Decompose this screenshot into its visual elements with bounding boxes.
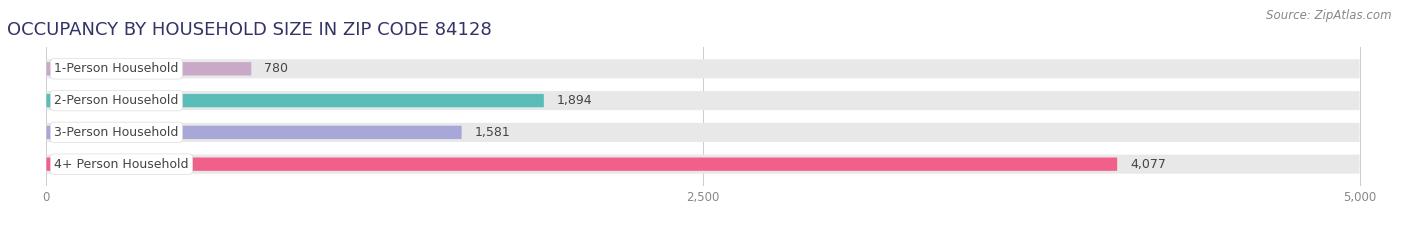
FancyBboxPatch shape <box>46 158 1118 171</box>
FancyBboxPatch shape <box>46 94 544 107</box>
FancyBboxPatch shape <box>46 91 1360 110</box>
Text: 780: 780 <box>264 62 288 75</box>
Text: 4,077: 4,077 <box>1130 158 1166 171</box>
FancyBboxPatch shape <box>46 59 1360 78</box>
Text: 3-Person Household: 3-Person Household <box>55 126 179 139</box>
Text: Source: ZipAtlas.com: Source: ZipAtlas.com <box>1267 9 1392 22</box>
Text: 4+ Person Household: 4+ Person Household <box>55 158 188 171</box>
FancyBboxPatch shape <box>46 126 461 139</box>
Text: 2-Person Household: 2-Person Household <box>55 94 179 107</box>
FancyBboxPatch shape <box>46 62 252 75</box>
FancyBboxPatch shape <box>46 123 1360 142</box>
FancyBboxPatch shape <box>46 155 1360 174</box>
Text: OCCUPANCY BY HOUSEHOLD SIZE IN ZIP CODE 84128: OCCUPANCY BY HOUSEHOLD SIZE IN ZIP CODE … <box>7 21 492 39</box>
Text: 1,894: 1,894 <box>557 94 592 107</box>
Text: 1-Person Household: 1-Person Household <box>55 62 179 75</box>
Text: 1,581: 1,581 <box>475 126 510 139</box>
